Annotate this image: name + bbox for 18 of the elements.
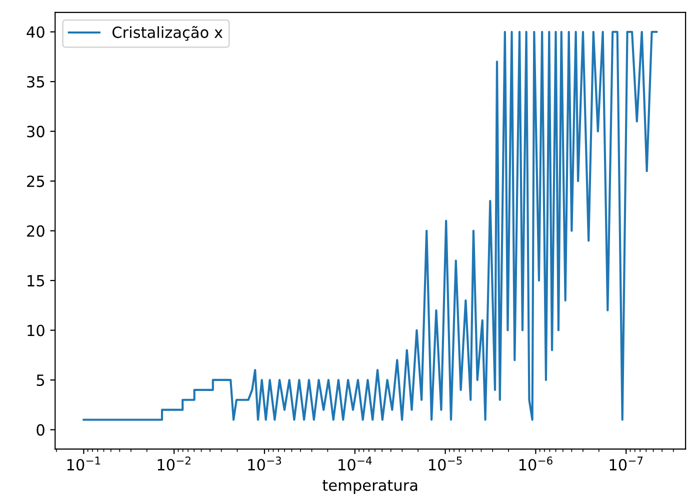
x-tick-label: 10$^{−4}$ [338, 456, 372, 471]
x-tick-label: 10$^{−6}$ [519, 456, 552, 471]
legend-label: Cristalização x [112, 26, 223, 41]
x-tick-label: 10$^{−2}$ [158, 456, 190, 471]
y-tick-label: 25 [27, 176, 44, 188]
y-tick-label: 0 [36, 424, 44, 436]
x-axis-title: temperatura [322, 480, 418, 494]
y-tick-label: 5 [36, 374, 44, 386]
y-tick-label: 20 [27, 225, 44, 237]
y-tick-label: 10 [28, 324, 44, 336]
y-tick-label: 40 [26, 26, 44, 38]
y-tick-label: 35 [27, 76, 44, 88]
x-tick-label: 10$^{−5}$ [429, 456, 462, 471]
y-tick-label: 15 [28, 275, 44, 287]
x-tick-label: 10$^{−1}$ [67, 456, 100, 471]
y-tick-label: 30 [27, 126, 44, 138]
x-tick-label: 10$^{−7}$ [610, 456, 643, 471]
x-tick-label: 10$^{−3}$ [248, 456, 282, 471]
